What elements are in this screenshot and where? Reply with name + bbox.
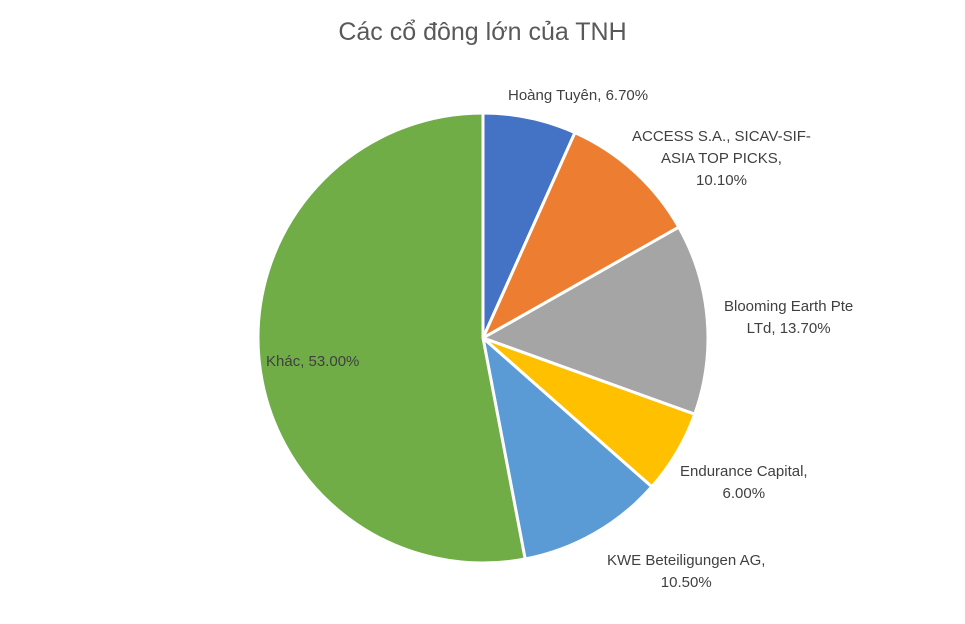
label-blooming: Blooming Earth Pte LTd, 13.70% [724, 298, 854, 337]
pie-slice [256, 111, 527, 565]
pie-slice [480, 333, 654, 561]
label-endurance: Endurance Capital, 6.00% [680, 463, 808, 502]
label-hoang-tuyen: Hoàng Tuyên, 6.70% [508, 87, 649, 104]
label-kwe: KWE Beteiligungen AG, 10.50% [607, 552, 766, 591]
pie-slice [479, 130, 681, 342]
label-khac: Khác, 53.00% [266, 353, 360, 370]
pie-slice [479, 225, 710, 417]
chart-title: Các cổ đông lớn của TNH [338, 18, 627, 46]
label-access: ACCESS S.A., SICAV-SIF- ASIA TOP PICKS, … [632, 128, 811, 189]
